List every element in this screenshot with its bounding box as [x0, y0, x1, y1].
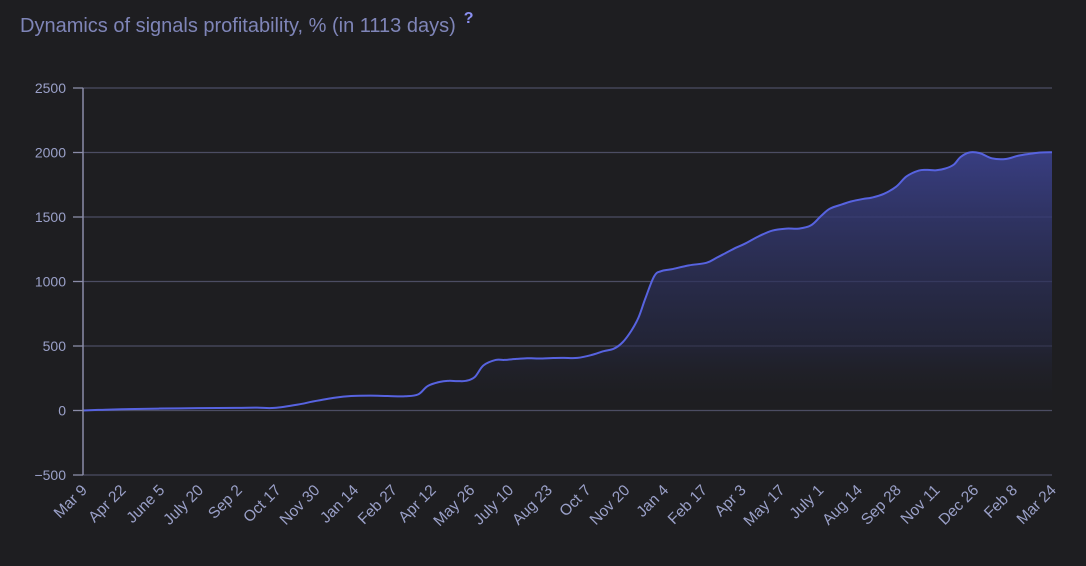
- x-tick-label: Feb 17: [665, 482, 711, 528]
- x-tick-label: Mar 9: [51, 482, 91, 522]
- x-tick-label: Nov 11: [898, 482, 944, 528]
- y-tick-label: 0: [58, 403, 66, 419]
- x-tick-label: July 20: [160, 482, 207, 529]
- x-tick-label: June 5: [123, 482, 168, 527]
- y-tick-label: 2000: [35, 145, 66, 161]
- help-icon[interactable]: ?: [463, 10, 474, 27]
- x-tick-label: Sep 2: [205, 482, 246, 523]
- y-tick-label: 500: [43, 338, 67, 354]
- x-tick-label: July 10: [470, 482, 517, 529]
- chart-header: Dynamics of signals profitability, % (in…: [20, 10, 474, 42]
- area-fill: [82, 151, 1053, 412]
- x-tick-label: Oct 17: [240, 482, 284, 526]
- x-tick-label: May 17: [741, 482, 789, 530]
- series-line[interactable]: [82, 151, 1053, 412]
- x-tick-label: Nov 20: [587, 482, 634, 529]
- x-tick-label: Nov 30: [277, 482, 324, 529]
- x-tick-label: Apr 22: [85, 482, 129, 526]
- y-tick-label: 1500: [35, 209, 66, 225]
- x-tick-label: Jan 14: [317, 482, 362, 527]
- chart-title: Dynamics of signals profitability, % (in…: [20, 15, 456, 37]
- x-tick-label: Feb 27: [355, 482, 401, 528]
- x-tick-label: May 26: [430, 482, 478, 530]
- y-tick-label: 1000: [35, 274, 66, 290]
- series-area: [83, 152, 1052, 411]
- x-tick-label: Sep 28: [858, 482, 905, 529]
- y-tick-label: 2500: [35, 80, 66, 96]
- x-tick-label: Mar 24: [1014, 482, 1060, 528]
- x-tick-label: Dec 26: [936, 482, 983, 529]
- x-tick-label: Aug 23: [509, 482, 556, 529]
- x-tick-label: Aug 14: [819, 482, 866, 529]
- y-tick-labels: 2500 2000 1500 1000 500 0 −500: [34, 80, 66, 483]
- y-tick-label: −500: [34, 467, 66, 483]
